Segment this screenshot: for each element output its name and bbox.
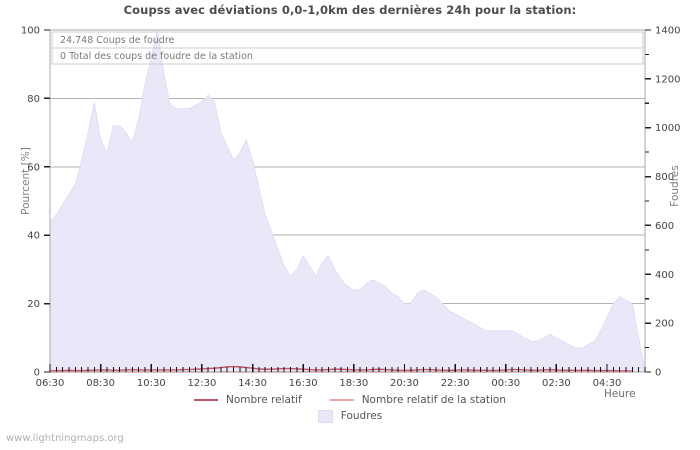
x-axis-label: Heure bbox=[604, 388, 636, 400]
x-axis-tick-label: 20:30 bbox=[390, 378, 419, 389]
y-axis-left-tick-label: 60 bbox=[27, 162, 40, 173]
x-axis-tick-label: 16:30 bbox=[289, 378, 318, 389]
x-axis-tick-label: 14:30 bbox=[238, 378, 267, 389]
y-axis-right-tick-label: 200 bbox=[655, 319, 674, 330]
y-axis-right-tick-label: 600 bbox=[655, 221, 674, 232]
y-axis-left-tick-label: 100 bbox=[21, 26, 40, 37]
legend-row-area: Foudres bbox=[0, 408, 700, 424]
y-axis-right-label: Foudres bbox=[669, 165, 681, 207]
y-axis-left-tick-label: 40 bbox=[27, 231, 40, 242]
y-axis-right-tick-label: 1200 bbox=[655, 74, 680, 85]
legend-swatch-line-station bbox=[329, 399, 354, 401]
y-axis-left-tick-label: 20 bbox=[27, 299, 40, 310]
x-axis-tick-label: 02:30 bbox=[542, 378, 571, 389]
annotation-text-0: 24.748 Coups de foudre bbox=[60, 35, 175, 46]
annotation-row-box bbox=[51, 47, 644, 65]
legend-swatch-line-relative bbox=[194, 399, 218, 401]
legend-row-lines: Nombre relatif Nombre relatif de la stat… bbox=[0, 392, 700, 408]
annotation-text-1: 0 Total des coups de foudre de la statio… bbox=[60, 51, 253, 62]
y-axis-right-tick-label: 0 bbox=[655, 368, 661, 379]
x-axis-tick-label: 08:30 bbox=[86, 378, 115, 389]
x-axis-tick-label: 18:30 bbox=[339, 378, 368, 389]
legend-label-foudres: Foudres bbox=[340, 410, 383, 422]
y-axis-right-tick-label: 400 bbox=[655, 270, 674, 281]
y-axis-left-tick-label: 0 bbox=[34, 368, 40, 379]
watermark: www.lightningmaps.org bbox=[6, 433, 124, 444]
legend-item-nombre-relatif-station[interactable]: Nombre relatif de la station bbox=[329, 394, 506, 406]
legend-label-nombre-relatif-station: Nombre relatif de la station bbox=[361, 394, 506, 406]
x-axis-tick-label: 12:30 bbox=[188, 378, 217, 389]
legend-swatch-box-foudres bbox=[317, 409, 333, 423]
y-axis-right-tick-label: 1000 bbox=[655, 123, 680, 134]
x-axis-tick-label: 00:30 bbox=[491, 378, 520, 389]
page-title: Coupss avec déviations 0,0-1,0km des der… bbox=[123, 3, 577, 17]
legend-item-nombre-relatif[interactable]: Nombre relatif bbox=[194, 394, 302, 406]
area-series-foudres bbox=[49, 29, 646, 373]
x-axis-tick-label: 04:30 bbox=[593, 378, 622, 389]
legend-item-foudres[interactable]: Foudres bbox=[317, 409, 383, 423]
x-axis-tick-label: 10:30 bbox=[137, 378, 166, 389]
y-axis-right-tick-label: 800 bbox=[655, 172, 674, 183]
x-axis-tick-label: 06:30 bbox=[36, 378, 65, 389]
legend-label-nombre-relatif: Nombre relatif bbox=[226, 394, 302, 406]
y-axis-right-tick-label: 1400 bbox=[655, 26, 680, 37]
chart-legend: Nombre relatif Nombre relatif de la stat… bbox=[0, 392, 700, 424]
y-axis-left-tick-label: 80 bbox=[27, 94, 40, 105]
y-axis-left-label: Pourcent [%] bbox=[20, 147, 32, 215]
x-axis-tick-label: 22:30 bbox=[441, 378, 470, 389]
